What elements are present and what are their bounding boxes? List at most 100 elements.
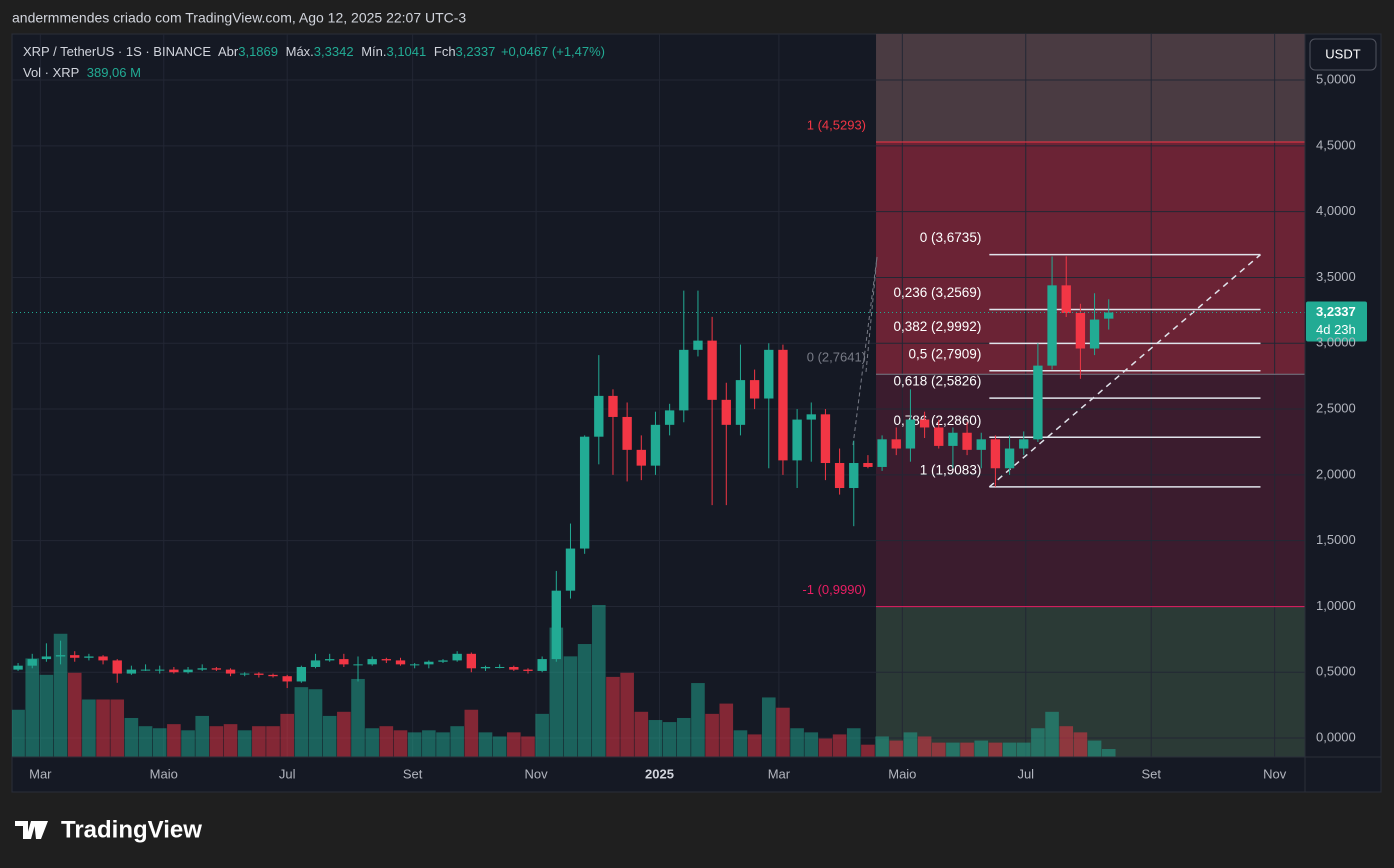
y-tick-label: 4,0000 (1316, 203, 1356, 218)
volume-bar (931, 742, 946, 757)
axes: 3,2337 4d 23h 0,0000 0,5000 1,0000 1,5000 2,00… (29, 71, 1367, 781)
candle-body (13, 665, 23, 670)
volume-bar (53, 633, 68, 757)
close-value: 3,2337 (456, 44, 496, 59)
candle-body (282, 676, 292, 682)
logo-mark (15, 821, 48, 839)
volume-bar (167, 724, 181, 757)
candle-body (395, 660, 406, 665)
volume-bar (804, 732, 819, 757)
candle-body (834, 463, 845, 489)
candle-body (990, 439, 1001, 469)
volume-bar (832, 734, 847, 757)
volume-bar (592, 605, 606, 757)
y-tick-label: 5,0000 (1316, 71, 1356, 86)
candle-body (296, 666, 307, 682)
x-tick-label: Maio (888, 766, 916, 781)
volume-value: 389,06 M (87, 65, 141, 80)
candle-body (1004, 448, 1015, 469)
volume-bar (478, 732, 493, 757)
volume-bar (535, 713, 549, 757)
currency-label: USDT (1325, 46, 1360, 61)
candle-body (523, 669, 533, 671)
candle-body (664, 410, 675, 425)
candle-body (806, 414, 816, 420)
volume-bar (450, 726, 464, 757)
candle-body (211, 668, 222, 670)
open-label: Abr (218, 44, 239, 59)
last-price-tag (1306, 301, 1367, 342)
candle-body (452, 653, 462, 661)
fib-level-label: 0,236 (3,2569) (894, 285, 982, 300)
volume-bar (379, 726, 394, 757)
candle-body (55, 655, 66, 657)
volume-bar (393, 730, 408, 757)
candle-body (197, 668, 207, 670)
volume-bar (691, 683, 705, 757)
candle-body (905, 419, 916, 449)
volume-bar (152, 728, 167, 757)
candle-body (1019, 439, 1029, 449)
candle-body (650, 424, 661, 466)
candle-body (636, 449, 646, 466)
high-label: Máx. (286, 44, 314, 59)
candle-body (693, 340, 703, 350)
candle-body (537, 659, 547, 671)
candle-body (1061, 285, 1071, 313)
candle-body (310, 660, 321, 667)
candle-body (155, 669, 165, 671)
volume-bar (422, 730, 436, 757)
fib-level-label: 0,5 (2,7909) (909, 346, 982, 361)
volume-bar (577, 644, 592, 757)
volume-bar (124, 717, 139, 757)
candle-body (778, 349, 788, 461)
candle-body (749, 380, 760, 399)
fib-zone (876, 606, 1305, 757)
volume-bar (337, 711, 351, 757)
candle-body (169, 669, 179, 673)
currency-button[interactable] (1309, 38, 1377, 71)
candle-body (480, 666, 491, 669)
x-tick-label: Set (1141, 766, 1161, 781)
volume-bar (761, 697, 776, 757)
volume-bar (407, 732, 422, 757)
low-label: Mín. (361, 44, 386, 59)
candle-body (409, 664, 420, 666)
candle-body (126, 669, 137, 674)
fib-zone (876, 34, 1305, 143)
volume-bar (988, 742, 1003, 757)
fib-level-label: -1 (0,9990) (802, 582, 866, 597)
fib-level-label: 0,382 (2,9992) (894, 319, 982, 334)
x-tick-label: Mar (768, 766, 791, 781)
candle-body (565, 548, 576, 591)
volume-bar (846, 728, 861, 757)
volume-bar (67, 672, 82, 757)
fib-level-label: 1 (1,9083) (920, 462, 982, 477)
volume-bar (322, 715, 337, 757)
volume-bar (96, 699, 110, 757)
candle-body (254, 673, 264, 675)
volume-bar (1002, 742, 1017, 757)
volume-bar (719, 703, 734, 757)
volume-bar (818, 738, 833, 757)
last-price-label: 3,2337 (1316, 304, 1356, 319)
candle-body (976, 439, 986, 450)
candle-body (891, 439, 901, 449)
volume-bar (620, 672, 634, 757)
candle-body (225, 669, 236, 674)
volume-bar (1031, 728, 1045, 757)
volume-bar (266, 726, 280, 757)
volume-legend: Vol · XRP 389,06 M (23, 65, 141, 80)
y-tick-label: 2,5000 (1316, 400, 1356, 415)
candle-body (721, 399, 731, 425)
volume-bar (634, 711, 649, 757)
candle-body (792, 419, 802, 461)
candle-body (735, 380, 746, 425)
high-value: 3,3342 (314, 44, 354, 59)
y-tick-label: 2,0000 (1316, 466, 1356, 481)
candle-body (764, 349, 774, 399)
close-label: Fch (434, 44, 456, 59)
volume-bar (181, 730, 195, 757)
candle-body (820, 414, 831, 464)
